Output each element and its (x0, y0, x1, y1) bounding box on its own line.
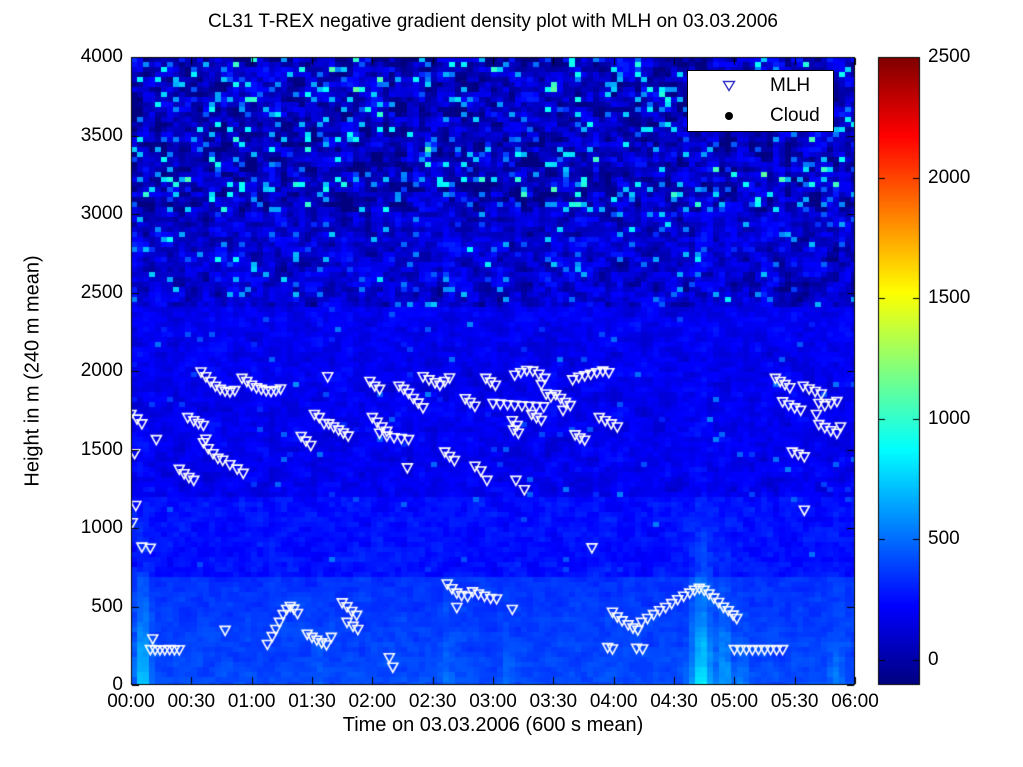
x-tick-label: 01:00 (227, 691, 276, 712)
x-tick-label: 05:00 (710, 691, 759, 712)
y-tick-label: 1000 (80, 517, 123, 538)
x-tick-label: 03:30 (529, 691, 578, 712)
y-tick-label: 0 (112, 674, 123, 695)
colorbar-tick-label: 0 (928, 648, 939, 670)
x-tick-label: 01:30 (288, 691, 336, 712)
x-tick-label: 03:00 (469, 691, 517, 712)
legend-label-mlh: MLH (770, 75, 811, 96)
x-axis-label: Time on 03.03.2006 (600 s mean) (342, 714, 644, 736)
legend-box: MLH Cloud (687, 70, 834, 132)
x-tick-label: 02:00 (348, 691, 397, 712)
cloud-dot-icon (688, 112, 770, 120)
chart-title: CL31 T-REX negative gradient density plo… (208, 11, 778, 32)
y-tick-label: 2500 (80, 281, 123, 303)
x-tick-label: 05:30 (770, 691, 819, 712)
x-tick-label: 00:30 (167, 691, 216, 712)
colorbar-tick-label: 1000 (928, 407, 971, 429)
y-tick-label: 1500 (80, 438, 123, 460)
legend-label-cloud: Cloud (770, 105, 820, 126)
legend-entry-mlh: MLH (688, 72, 833, 100)
y-tick-label: 4000 (80, 46, 123, 67)
y-axis-label: Height in m (240 m mean) (21, 255, 44, 487)
legend-entry-cloud: Cloud (688, 102, 833, 130)
colorbar-tick-label: 500 (928, 528, 960, 550)
colorbar-tick-label: 1500 (928, 287, 971, 309)
y-tick-label: 3500 (80, 124, 123, 146)
x-tick-label: 02:30 (408, 691, 457, 712)
colorbar-tick-label: 2500 (928, 46, 971, 67)
mlh-triangle-icon (688, 80, 770, 92)
y-tick-label: 3000 (80, 203, 123, 224)
x-tick-label: 06:00 (831, 691, 879, 712)
x-tick-label: 00:00 (107, 691, 155, 712)
x-tick-label: 04:00 (589, 691, 638, 712)
x-tick-label: 04:30 (650, 691, 698, 712)
colorbar-tick-label: 2000 (928, 166, 971, 188)
y-tick-label: 2000 (80, 360, 123, 381)
y-tick-label: 500 (91, 595, 123, 617)
